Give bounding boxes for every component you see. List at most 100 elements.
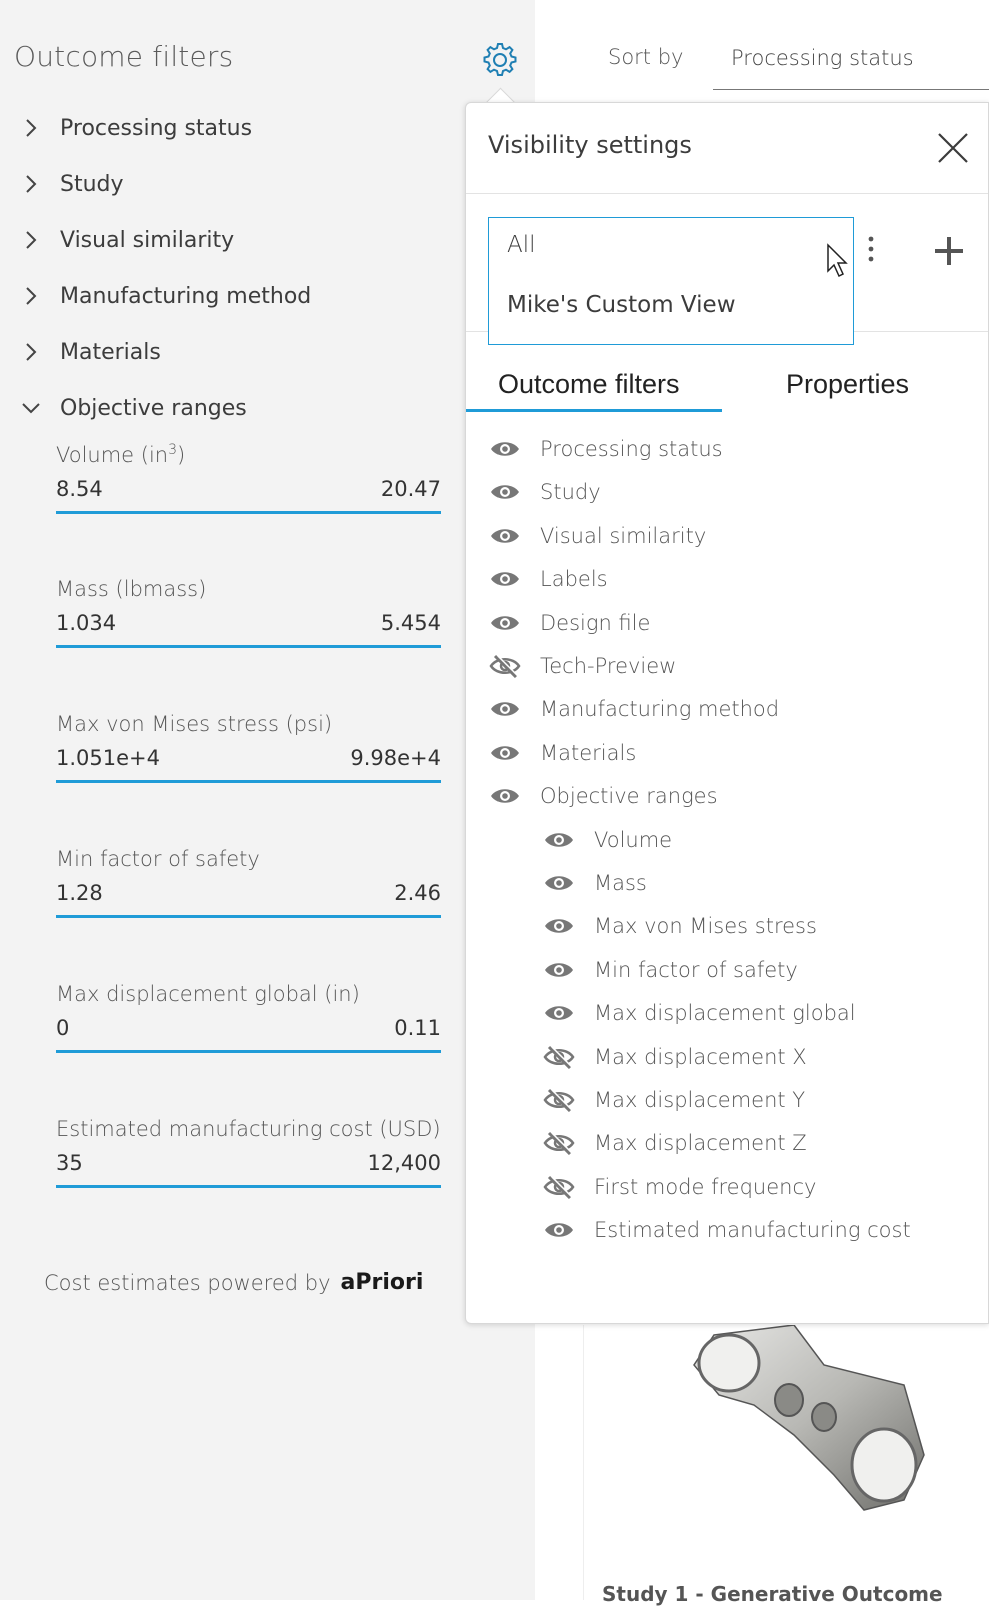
- eye-icon[interactable]: [488, 567, 522, 591]
- active-tab-indicator: [466, 409, 722, 412]
- visibility-item[interactable]: Materials: [488, 735, 636, 771]
- eye-slash-icon[interactable]: [542, 1131, 576, 1156]
- range-max-input[interactable]: 0.11: [394, 1016, 441, 1040]
- eye-slash-icon[interactable]: [542, 1088, 576, 1112]
- range-min-input[interactable]: 1.034: [56, 611, 117, 635]
- visibility-item[interactable]: Tech-Preview: [488, 648, 676, 684]
- eye-icon[interactable]: [488, 480, 522, 504]
- visibility-item-label: Materials: [540, 740, 637, 765]
- eye-slash-icon[interactable]: [488, 654, 522, 678]
- eye-icon[interactable]: [542, 914, 576, 938]
- range-max-input[interactable]: 2.46: [394, 881, 441, 905]
- visibility-item[interactable]: Visual similarity: [488, 518, 706, 554]
- range-min-input[interactable]: 0: [56, 1016, 70, 1040]
- eye-icon[interactable]: [542, 1218, 576, 1242]
- close-icon[interactable]: [936, 131, 970, 165]
- eye-icon[interactable]: [488, 741, 522, 765]
- eye-icon[interactable]: [488, 697, 522, 721]
- card-caption: Study 1 - Generative Outcome: [602, 1582, 943, 1606]
- visibility-item-label: Max displacement X: [594, 1044, 807, 1069]
- chevron-right-icon: [18, 227, 44, 253]
- range-label: Max von Mises stress (psi): [56, 712, 441, 736]
- eye-icon[interactable]: [542, 871, 576, 895]
- outcome-card[interactable]: [583, 1325, 989, 1600]
- range-min-input[interactable]: 8.54: [56, 477, 103, 501]
- popup-title: Visibility settings: [488, 131, 692, 159]
- range-label: Estimated manufacturing cost (USD): [56, 1117, 441, 1141]
- eye-icon[interactable]: [542, 958, 576, 982]
- visibility-item[interactable]: Max displacement X: [542, 1039, 807, 1075]
- view-dropdown[interactable]: All Mike's Custom View: [488, 217, 854, 345]
- range-filter: Max von Mises stress (psi) 1.051e+4 9.98e+…: [56, 712, 441, 783]
- eye-slash-icon[interactable]: [542, 1175, 576, 1199]
- range-max-input[interactable]: 5.454: [380, 611, 441, 635]
- eye-icon[interactable]: [542, 1001, 576, 1025]
- eye-icon[interactable]: [488, 784, 522, 808]
- filter-item[interactable]: Processing status: [18, 108, 252, 148]
- visibility-item[interactable]: Study: [488, 474, 601, 510]
- range-values: 35 12,400: [56, 1151, 441, 1188]
- range-max-input[interactable]: 20.47: [380, 477, 441, 501]
- visibility-item-label: Max displacement global: [594, 1001, 856, 1026]
- gear-icon[interactable]: [480, 40, 520, 80]
- visibility-item-label: Max displacement Z: [594, 1131, 807, 1156]
- filter-item[interactable]: Manufacturing method: [18, 276, 311, 316]
- visibility-item[interactable]: Max displacement global: [542, 995, 856, 1031]
- visibility-item[interactable]: First mode frequency: [542, 1169, 816, 1205]
- eye-slash-icon[interactable]: [542, 1045, 576, 1069]
- visibility-item[interactable]: Labels: [488, 561, 608, 597]
- visibility-item[interactable]: Processing status: [488, 431, 723, 467]
- range-label: Min factor of safety: [56, 847, 441, 871]
- apriori-logo: aPriori: [340, 1270, 424, 1295]
- visibility-item[interactable]: Min factor of safety: [542, 952, 798, 988]
- visibility-item[interactable]: Manufacturing method: [488, 691, 779, 727]
- range-filter: Mass (lbmass) 1.034 5.454: [56, 577, 441, 648]
- range-filter: Volume (in3) 8.54 20.47: [56, 442, 441, 514]
- eye-icon[interactable]: [488, 611, 522, 635]
- view-option-custom[interactable]: Mike's Custom View: [507, 292, 736, 318]
- visibility-item[interactable]: Max displacement Y: [542, 1082, 805, 1118]
- view-option-all[interactable]: All: [507, 232, 536, 258]
- visibility-item[interactable]: Volume: [542, 822, 672, 858]
- range-label-text: Mass (lbmass): [56, 577, 207, 601]
- eye-icon[interactable]: [488, 524, 522, 548]
- visibility-item[interactable]: Objective ranges: [488, 778, 718, 814]
- range-label-end: ): [177, 443, 186, 467]
- range-values: 8.54 20.47: [56, 477, 441, 514]
- visibility-item[interactable]: Estimated manufacturing cost: [542, 1212, 911, 1248]
- range-label-text: Estimated manufacturing cost (USD): [56, 1117, 441, 1141]
- range-label: Max displacement global (in): [56, 982, 441, 1006]
- range-min-input[interactable]: 1.28: [56, 881, 103, 905]
- visibility-item[interactable]: Design file: [488, 605, 650, 641]
- visibility-item-label: Tech-Preview: [540, 654, 677, 678]
- add-view-icon[interactable]: [931, 231, 967, 271]
- visibility-item-label: Design file: [540, 610, 651, 635]
- visibility-item-label: Max displacement Y: [594, 1088, 806, 1112]
- range-filter: Estimated manufacturing cost (USD) 35 12,4…: [56, 1117, 441, 1188]
- range-label: Mass (lbmass): [56, 577, 441, 601]
- filter-label: Visual similarity: [60, 227, 235, 253]
- range-max-input[interactable]: 12,400: [367, 1151, 441, 1175]
- chevron-right-icon: [18, 115, 44, 141]
- filter-label: Objective ranges: [60, 395, 247, 421]
- range-min-input[interactable]: 35: [56, 1151, 83, 1175]
- filter-item[interactable]: Visual similarity: [18, 220, 234, 260]
- more-options-icon[interactable]: [863, 231, 879, 271]
- filter-item[interactable]: Study: [18, 164, 124, 204]
- range-min-input[interactable]: 1.051e+4: [56, 746, 160, 770]
- filter-item[interactable]: Materials: [18, 332, 161, 372]
- tab-properties[interactable]: Properties: [786, 369, 910, 399]
- range-filter: Max displacement global (in) 0 0.11: [56, 982, 441, 1053]
- sort-by-select[interactable]: Processing status: [713, 30, 989, 90]
- filter-label: Processing status: [60, 115, 253, 141]
- visibility-item[interactable]: Max displacement Z: [542, 1125, 807, 1161]
- visibility-item[interactable]: Max von Mises stress: [542, 908, 817, 944]
- range-values: 1.28 2.46: [56, 881, 441, 918]
- tab-outcome-filters[interactable]: Outcome filters: [498, 369, 680, 399]
- range-max-input[interactable]: 9.98e+4: [350, 746, 441, 770]
- visibility-item-label: Visual similarity: [540, 523, 707, 548]
- eye-icon[interactable]: [542, 828, 576, 852]
- filter-item[interactable]: Objective ranges: [18, 388, 247, 428]
- eye-icon[interactable]: [488, 437, 522, 461]
- visibility-item[interactable]: Mass: [542, 865, 647, 901]
